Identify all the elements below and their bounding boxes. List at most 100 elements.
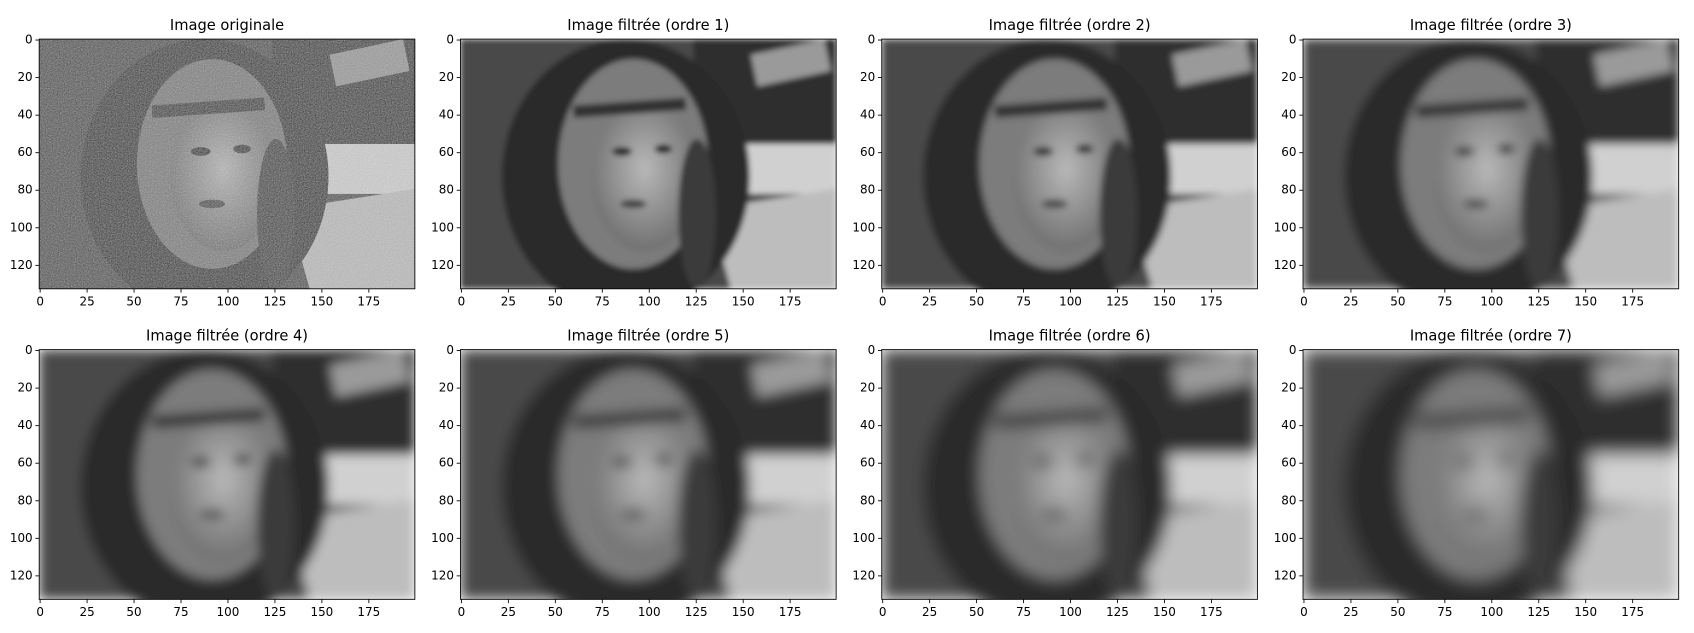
subplot: Image filtrée (ordre 6) 0 25 50 75 100 125 150 1…: [852, 328, 1258, 619]
image: [1303, 349, 1679, 600]
x-tick-label: 150: [310, 605, 333, 619]
x-tick-label: 25: [79, 605, 94, 619]
x-tick-label: 0: [879, 605, 887, 619]
subplot: Image originale 0 25 50 75 100 125 150 175 0 20 40 6…: [10, 17, 416, 308]
y-tick-label: 100: [1274, 531, 1297, 545]
image: [39, 349, 415, 600]
x-tick-label: 175: [357, 294, 380, 308]
subplot-title: Image filtrée (ordre 5): [567, 328, 729, 345]
x-tick-label: 75: [595, 605, 610, 619]
y-tick-label: 80: [17, 183, 32, 197]
x-tick-label: 100: [1059, 294, 1082, 308]
y-tick-label: 120: [431, 568, 454, 582]
x-tick-label: 100: [217, 605, 240, 619]
x-tick-label: 50: [126, 605, 141, 619]
y-tick-label: 60: [860, 145, 875, 159]
x-tick-label: 125: [685, 294, 708, 308]
x-tick-label: 175: [357, 605, 380, 619]
y-tick-label: 120: [431, 258, 454, 272]
y-tick-label: 80: [439, 493, 454, 507]
y-tick-label: 80: [1281, 183, 1296, 197]
x-tick-label: 150: [1153, 294, 1176, 308]
y-tick-label: 20: [17, 70, 32, 84]
axes-frame: [460, 349, 837, 600]
y-tick-label: 80: [860, 183, 875, 197]
axes-frame: [460, 38, 837, 290]
x-tick-label: 0: [36, 605, 44, 619]
axes-frame: [38, 349, 416, 600]
x-tick-label: 150: [1574, 294, 1597, 308]
y-tick-label: 60: [1281, 456, 1296, 470]
x-tick-label: 0: [879, 294, 887, 308]
x-tick-label: 175: [1200, 294, 1223, 308]
subplot-title: Image filtrée (ordre 7): [1410, 328, 1572, 345]
y-tick-label: 40: [1281, 418, 1296, 432]
y-tick-label: 40: [17, 108, 32, 122]
image: [460, 349, 837, 600]
x-tick-label: 175: [1200, 605, 1223, 619]
x-tick-label: 150: [732, 294, 755, 308]
y-tick-label: 20: [1281, 381, 1296, 395]
y-tick-label: 120: [852, 568, 875, 582]
y-tick-label: 40: [439, 418, 454, 432]
x-tick-label: 75: [1016, 294, 1031, 308]
y-tick-label: 120: [852, 258, 875, 272]
x-tick-label: 25: [79, 294, 94, 308]
x-tick-label: 50: [126, 294, 141, 308]
x-tick-label: 75: [1437, 294, 1452, 308]
image: [39, 39, 415, 289]
y-tick-label: 100: [10, 531, 33, 545]
y-tick-label: 100: [431, 220, 454, 234]
y-tick-label: 0: [1289, 343, 1297, 357]
x-tick-label: 50: [548, 294, 563, 308]
x-tick-label: 50: [1390, 294, 1405, 308]
subplot-title: Image originale: [170, 17, 284, 34]
y-tick-label: 40: [860, 108, 875, 122]
y-tick-label: 120: [10, 258, 33, 272]
y-tick-label: 20: [860, 70, 875, 84]
x-tick-label: 175: [1621, 294, 1644, 308]
y-tick-label: 20: [439, 70, 454, 84]
x-tick-label: 175: [1621, 605, 1644, 619]
x-tick-label: 75: [173, 605, 188, 619]
x-tick-label: 75: [595, 294, 610, 308]
y-tick-label: 20: [860, 381, 875, 395]
y-tick-label: 40: [17, 418, 32, 432]
x-tick-label: 150: [1574, 605, 1597, 619]
y-tick-label: 80: [860, 493, 875, 507]
y-tick-label: 120: [10, 568, 33, 582]
axes-frame: [1302, 349, 1680, 600]
axes-frame: [881, 38, 1258, 290]
x-tick-label: 175: [779, 605, 802, 619]
y-tick-label: 60: [860, 456, 875, 470]
image: [881, 39, 1258, 289]
x-tick-label: 125: [685, 605, 708, 619]
x-tick-label: 0: [1300, 605, 1308, 619]
x-tick-label: 25: [1343, 294, 1358, 308]
x-tick-label: 25: [922, 294, 937, 308]
y-tick-label: 80: [439, 183, 454, 197]
x-tick-label: 25: [501, 605, 516, 619]
x-tick-label: 0: [36, 294, 44, 308]
x-tick-label: 150: [732, 605, 755, 619]
subplot: Image filtrée (ordre 1) 0 25 50 75 100 125 150 1…: [431, 17, 837, 308]
y-tick-label: 40: [860, 418, 875, 432]
subplot: Image filtrée (ordre 3) 0 25 50 75 100 125 150 1…: [1274, 17, 1680, 308]
y-tick-label: 0: [1289, 33, 1297, 47]
x-tick-label: 75: [1016, 605, 1031, 619]
x-tick-label: 50: [969, 605, 984, 619]
x-tick-label: 75: [1437, 605, 1452, 619]
image: [1303, 39, 1679, 289]
y-tick-label: 120: [1274, 258, 1297, 272]
y-tick-label: 100: [431, 531, 454, 545]
subplot: Image filtrée (ordre 5) 0 25 50 75 100 125 150 1…: [431, 328, 837, 619]
axes-frame: [1302, 38, 1680, 290]
x-tick-label: 100: [638, 294, 661, 308]
y-tick-label: 100: [10, 220, 33, 234]
y-tick-label: 100: [852, 220, 875, 234]
y-tick-label: 0: [868, 343, 876, 357]
y-tick-label: 0: [868, 33, 876, 47]
subplot: Image filtrée (ordre 4) 0 25 50 75 100 125 150 1…: [10, 328, 416, 619]
x-tick-label: 100: [217, 294, 240, 308]
